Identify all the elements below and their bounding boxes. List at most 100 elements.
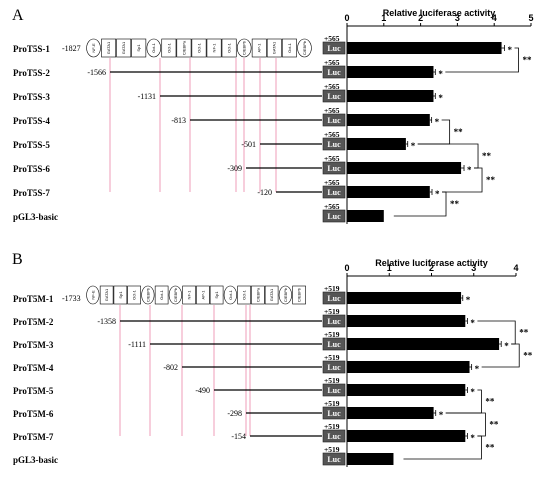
binding-site-label: C/EBPb (242, 40, 247, 55)
significance-mark: * (508, 45, 513, 55)
significance-mark: * (435, 117, 440, 127)
binding-site-box (131, 38, 147, 58)
construct-label: ProT5S-6 (13, 164, 50, 174)
start-position-label: -298 (227, 409, 242, 418)
end-position-label: +519 (324, 445, 340, 454)
binding-site-oval (236, 38, 252, 58)
end-position-label: +565 (324, 178, 340, 187)
luc-reporter-box (322, 360, 346, 374)
bracket-line (393, 191, 447, 217)
x-tick-label: 1 (387, 263, 392, 273)
construct-label: ProT5S-3 (13, 92, 50, 102)
construct-label: ProT5S-5 (13, 140, 50, 150)
bracket-label: ** (450, 199, 460, 209)
binding-site-label: Sp1 (136, 44, 141, 52)
binding-site-oval (86, 285, 100, 305)
end-position-label: +565 (324, 202, 340, 211)
significance-bracket: ** (481, 343, 533, 368)
binding-site-label: Oct-1 (132, 289, 137, 300)
luc-reporter-label: Luc (327, 432, 341, 441)
x-tick-label: 3 (455, 13, 460, 23)
luc-reporter-box (322, 383, 346, 397)
binding-site-label: Oct-1 (166, 42, 171, 53)
binding-site-label: NF-1 (211, 43, 216, 53)
luc-reporter-box (322, 337, 346, 351)
end-position-label: +565 (324, 106, 340, 115)
bracket-label: ** (482, 151, 492, 161)
bar (347, 292, 462, 304)
significance-mark: * (470, 318, 475, 328)
axis-title: Relative luciferase activity (375, 258, 488, 268)
luc-reporter-label: Luc (327, 188, 341, 197)
panel-a: A Relative luciferase activity 0 1 2 3 4 5 NF-E G… (12, 7, 534, 224)
binding-site-label: Oct-1 (227, 42, 232, 53)
significance-bracket: ** (442, 167, 496, 193)
significance-mark: * (470, 433, 475, 443)
start-position-label: -490 (195, 386, 210, 395)
significance-mark: * (504, 341, 509, 351)
luc-reporter-label: Luc (327, 455, 341, 464)
binding-site-label: C/EBPb (145, 287, 150, 302)
luc-reporter-label: Luc (327, 212, 341, 221)
start-position-label: -309 (227, 164, 242, 173)
panel-label: A (12, 7, 24, 24)
luc-reporter-label: Luc (327, 409, 341, 418)
bracket-label: ** (519, 328, 529, 338)
end-position-label: +519 (324, 422, 340, 431)
bar (347, 453, 394, 465)
luc-reporter-label: Luc (327, 140, 341, 149)
bar (347, 315, 466, 327)
binding-site-box (182, 285, 196, 305)
start-position-label: -1566 (87, 68, 106, 77)
luc-reporter-box (322, 113, 346, 127)
binding-site-label: Oct-1 (196, 42, 201, 53)
binding-site-label: AP-1 (200, 290, 205, 300)
x-tick-label: 2 (429, 263, 434, 273)
start-position-label: -1358 (97, 317, 116, 326)
binding-site-label: Oct-1 (242, 289, 247, 300)
luc-reporter-box (322, 137, 346, 151)
bar (347, 42, 502, 54)
significance-bracket: ** (393, 191, 460, 217)
construct-label: ProT5S-2 (13, 68, 50, 78)
bar (347, 361, 470, 373)
bracket-label: ** (485, 397, 495, 407)
significance-mark: * (475, 364, 480, 374)
binding-site-box (281, 38, 297, 58)
significance-mark: * (470, 387, 475, 397)
binding-site-label: C/EBPb (283, 287, 288, 302)
luc-reporter-label: Luc (327, 386, 341, 395)
bracket-label: ** (523, 55, 533, 65)
luc-reporter-label: Luc (327, 44, 341, 53)
end-position-label: +565 (324, 34, 340, 43)
x-tick-label: 0 (344, 263, 349, 273)
binding-site-box (154, 285, 169, 305)
bracket-label: ** (523, 351, 533, 361)
luc-reporter-box (322, 406, 346, 420)
start-position-label: -802 (163, 363, 178, 372)
binding-site-label: C/EBPb (302, 40, 307, 55)
end-position-label: +519 (324, 399, 340, 408)
binding-site-label: C/EBPb (173, 287, 178, 302)
binding-site-box (161, 38, 177, 58)
binding-site-oval (297, 38, 312, 58)
bracket-line (442, 167, 483, 193)
bar (347, 407, 434, 419)
binding-site-label: NF-E (91, 43, 96, 53)
binding-site-label: Oct-1 (159, 289, 164, 300)
start-position-label: -813 (171, 116, 186, 125)
binding-site-box (251, 285, 265, 305)
binding-site-box (191, 38, 207, 58)
x-tick-label: 0 (344, 13, 349, 23)
luc-reporter-box (322, 185, 346, 199)
bracket-label: ** (485, 443, 495, 453)
